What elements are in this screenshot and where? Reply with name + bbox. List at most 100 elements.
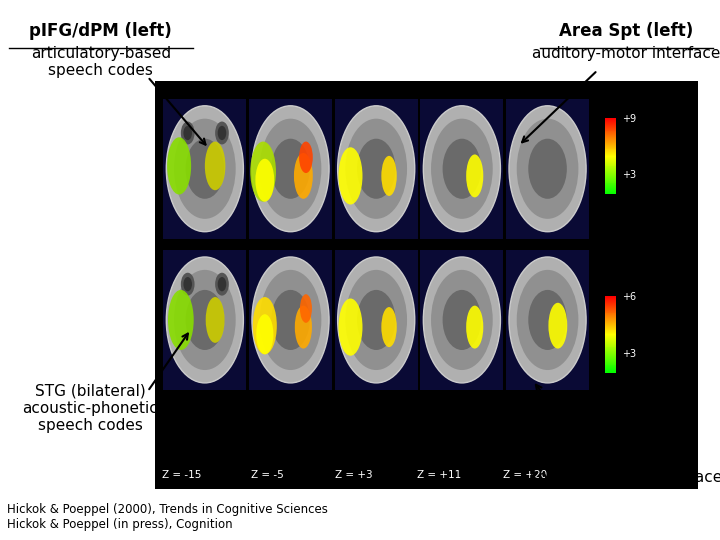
Bar <box>249 99 332 239</box>
Bar <box>605 318 616 320</box>
Bar <box>605 337 616 339</box>
Bar <box>605 357 616 359</box>
Text: +9: +9 <box>622 114 636 124</box>
Bar <box>605 309 616 311</box>
Bar <box>605 359 616 360</box>
Bar <box>605 361 616 362</box>
Ellipse shape <box>217 277 226 292</box>
Bar <box>605 161 616 162</box>
Bar <box>605 156 616 158</box>
Bar <box>605 305 616 306</box>
Bar <box>605 173 616 174</box>
Ellipse shape <box>294 153 312 199</box>
Ellipse shape <box>253 297 276 354</box>
Bar <box>605 340 616 341</box>
Ellipse shape <box>346 119 407 219</box>
Bar <box>605 150 616 152</box>
Text: Z = -5: Z = -5 <box>251 470 284 480</box>
Ellipse shape <box>166 257 243 383</box>
Bar <box>605 146 616 148</box>
Bar <box>605 122 616 124</box>
Bar <box>605 317 616 319</box>
Ellipse shape <box>517 270 578 370</box>
Bar <box>605 308 616 309</box>
Ellipse shape <box>338 257 415 383</box>
Bar <box>605 362 616 363</box>
Bar <box>605 151 616 153</box>
Bar <box>605 160 616 161</box>
Bar <box>605 187 616 189</box>
Bar <box>605 300 616 302</box>
Ellipse shape <box>181 273 194 295</box>
Ellipse shape <box>251 141 276 201</box>
Bar <box>605 136 616 138</box>
Bar <box>605 167 616 169</box>
Bar <box>605 352 616 354</box>
Bar <box>605 319 616 321</box>
Ellipse shape <box>423 106 500 232</box>
Bar <box>605 358 616 360</box>
Bar <box>605 347 616 348</box>
Bar <box>163 99 246 239</box>
Bar <box>163 250 246 390</box>
Bar <box>605 186 616 188</box>
Bar <box>605 127 616 128</box>
Bar <box>605 172 616 174</box>
Bar <box>605 143 616 144</box>
Bar <box>605 320 616 321</box>
Bar <box>249 250 332 390</box>
Bar <box>605 177 616 178</box>
Ellipse shape <box>271 290 310 350</box>
Ellipse shape <box>252 257 329 383</box>
Bar <box>605 336 616 338</box>
Ellipse shape <box>528 290 567 350</box>
Ellipse shape <box>509 106 586 232</box>
Bar <box>605 159 616 160</box>
Ellipse shape <box>181 122 194 144</box>
Bar <box>605 355 616 356</box>
Bar <box>605 120 616 122</box>
Bar <box>605 326 616 327</box>
Bar <box>605 325 616 326</box>
Ellipse shape <box>260 270 321 370</box>
Bar <box>605 350 616 352</box>
Bar <box>605 363 616 365</box>
Bar <box>605 309 616 310</box>
Bar <box>605 158 616 159</box>
Bar <box>605 157 616 159</box>
Bar <box>605 329 616 331</box>
Ellipse shape <box>338 106 415 232</box>
Ellipse shape <box>294 306 312 349</box>
Bar <box>605 162 616 163</box>
Ellipse shape <box>217 126 226 140</box>
Ellipse shape <box>174 270 235 370</box>
Bar <box>605 175 616 177</box>
Ellipse shape <box>382 307 397 347</box>
Bar <box>605 367 616 369</box>
Ellipse shape <box>166 106 243 232</box>
Ellipse shape <box>346 270 407 370</box>
Bar <box>605 164 616 165</box>
Bar <box>605 343 616 345</box>
Bar <box>605 163 616 164</box>
Bar <box>605 301 616 302</box>
Bar <box>605 303 616 305</box>
Bar <box>605 125 616 126</box>
Bar <box>605 166 616 168</box>
Bar <box>605 296 616 298</box>
Text: STG (bilateral)
acoustic-phonetic
speech codes: STG (bilateral) acoustic-phonetic speech… <box>22 383 158 433</box>
Bar <box>605 348 616 349</box>
Bar <box>506 250 589 390</box>
Bar <box>605 330 616 332</box>
Bar <box>605 349 616 351</box>
Text: Z = +20: Z = +20 <box>503 470 547 480</box>
Bar <box>605 312 616 313</box>
Bar <box>605 298 616 300</box>
Ellipse shape <box>299 141 312 173</box>
Bar <box>605 130 616 131</box>
Bar <box>605 338 616 340</box>
Bar <box>605 345 616 346</box>
Bar <box>605 123 616 125</box>
Bar <box>605 316 616 318</box>
Bar <box>155 81 698 489</box>
